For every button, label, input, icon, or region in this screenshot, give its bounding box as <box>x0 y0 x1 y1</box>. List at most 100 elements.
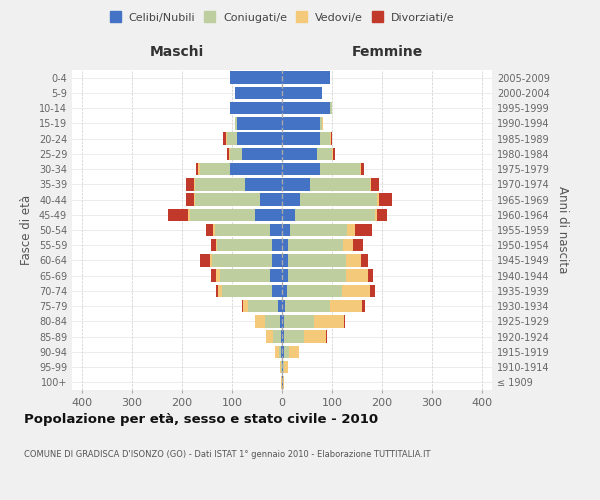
Bar <box>199 163 229 175</box>
Bar <box>229 163 282 175</box>
Bar <box>211 270 215 282</box>
Bar <box>282 86 322 99</box>
Bar <box>288 270 346 282</box>
Bar <box>355 224 372 236</box>
Bar <box>361 163 364 175</box>
Bar <box>282 102 329 115</box>
Bar <box>215 224 269 236</box>
Bar <box>215 239 217 252</box>
Bar <box>242 300 243 312</box>
Bar <box>209 254 212 266</box>
Bar <box>287 284 342 297</box>
Bar <box>281 330 282 343</box>
Bar <box>278 300 282 312</box>
Bar <box>213 224 215 236</box>
Bar <box>254 315 265 328</box>
Bar <box>245 178 282 190</box>
Bar <box>353 239 363 252</box>
Bar <box>329 102 332 115</box>
Bar <box>273 330 281 343</box>
Bar <box>379 194 392 206</box>
Bar <box>288 239 343 252</box>
Bar <box>235 117 237 130</box>
Bar <box>222 284 272 297</box>
Y-axis label: Fasce di età: Fasce di età <box>20 195 33 265</box>
Bar <box>370 284 374 297</box>
Bar <box>346 270 368 282</box>
Bar <box>272 284 282 297</box>
Bar <box>374 208 377 221</box>
Bar <box>242 148 282 160</box>
Bar <box>229 148 242 160</box>
Bar <box>282 330 284 343</box>
Bar <box>329 300 362 312</box>
Bar <box>196 163 198 175</box>
Bar <box>237 117 282 130</box>
Bar <box>290 224 347 236</box>
Text: Femmine: Femmine <box>352 46 422 60</box>
Bar <box>212 254 272 266</box>
Bar <box>320 163 359 175</box>
Bar <box>317 148 332 160</box>
Bar <box>168 208 188 221</box>
Bar <box>227 148 229 160</box>
Bar <box>198 163 199 175</box>
Bar <box>281 346 282 358</box>
Bar <box>295 208 374 221</box>
Bar <box>278 346 281 358</box>
Bar <box>289 346 299 358</box>
Bar <box>235 86 282 99</box>
Bar <box>371 178 379 190</box>
Bar <box>282 254 288 266</box>
Bar <box>248 300 278 312</box>
Bar <box>346 254 361 266</box>
Bar <box>284 346 289 358</box>
Bar <box>329 132 331 145</box>
Bar <box>299 194 377 206</box>
Bar <box>217 239 272 252</box>
Bar <box>243 300 248 312</box>
Bar <box>194 178 245 190</box>
Bar <box>254 208 282 221</box>
Bar <box>193 178 194 190</box>
Bar <box>280 361 281 374</box>
Bar <box>188 208 190 221</box>
Bar <box>282 284 287 297</box>
Bar <box>314 315 344 328</box>
Bar <box>282 148 317 160</box>
Bar <box>310 178 370 190</box>
Bar <box>280 315 282 328</box>
Bar <box>265 330 273 343</box>
Bar <box>282 208 295 221</box>
Bar <box>269 224 282 236</box>
Text: Maschi: Maschi <box>150 46 204 60</box>
Bar <box>282 194 299 206</box>
Text: Popolazione per età, sesso e stato civile - 2010: Popolazione per età, sesso e stato civil… <box>24 412 378 426</box>
Y-axis label: Anni di nascita: Anni di nascita <box>556 186 569 274</box>
Bar <box>237 132 282 145</box>
Bar <box>344 315 345 328</box>
Bar <box>282 178 310 190</box>
Bar <box>377 194 379 206</box>
Bar <box>186 194 193 206</box>
Bar <box>186 178 193 190</box>
Bar <box>211 239 215 252</box>
Bar <box>223 132 226 145</box>
Bar <box>283 361 284 374</box>
Bar <box>362 300 365 312</box>
Bar <box>320 117 322 130</box>
Bar <box>320 132 329 145</box>
Bar <box>326 330 327 343</box>
Bar <box>272 239 282 252</box>
Bar <box>283 376 284 388</box>
Bar <box>227 132 237 145</box>
Bar <box>218 284 222 297</box>
Bar <box>333 148 335 160</box>
Bar <box>282 224 290 236</box>
Bar <box>282 132 320 145</box>
Bar <box>282 163 320 175</box>
Bar <box>288 254 346 266</box>
Bar <box>215 270 220 282</box>
Bar <box>282 346 284 358</box>
Bar <box>275 346 278 358</box>
